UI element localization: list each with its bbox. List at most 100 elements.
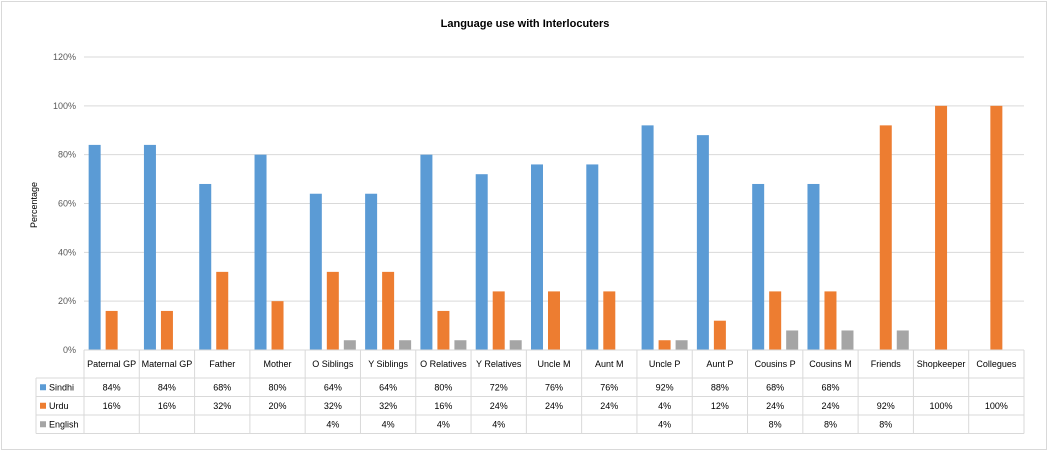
category-label: Y Relatives [476, 359, 522, 369]
legend-key-urdu [40, 402, 46, 409]
bar-urdu [548, 291, 560, 350]
data-label: 88% [711, 382, 729, 392]
bar-sindhi [475, 174, 488, 350]
category-label: Paternal GP [87, 359, 136, 369]
category-label: O Relatives [420, 359, 467, 369]
y-tick-label: 60% [58, 199, 76, 209]
bar-urdu [492, 291, 505, 350]
data-label: 4% [658, 419, 671, 429]
bar-sindhi [199, 183, 212, 350]
data-label: 24% [545, 401, 563, 411]
y-tick-label: 20% [58, 296, 76, 306]
legend-label: English [49, 419, 79, 429]
data-label: 76% [545, 382, 563, 392]
bar-english [786, 330, 799, 350]
data-label: 84% [103, 382, 121, 392]
category-label: Uncle P [649, 359, 681, 369]
data-label: 80% [269, 382, 287, 392]
bar-urdu [160, 310, 173, 350]
bar-sindhi [309, 193, 322, 350]
bar-urdu [603, 291, 616, 350]
data-label: 4% [326, 419, 339, 429]
y-axis-label: Percentage [29, 182, 39, 228]
category-label: Y Siblings [368, 359, 408, 369]
category-label: Aunt M [595, 359, 624, 369]
bar-english [454, 340, 467, 350]
bar-urdu [935, 105, 948, 350]
category-label: Maternal GP [142, 359, 193, 369]
y-tick-label: 120% [53, 52, 76, 62]
bar-english [343, 340, 356, 350]
category-label: Cousins M [809, 359, 852, 369]
legend-label: Sindhi [49, 382, 74, 392]
bar-english [896, 330, 909, 350]
bar-sindhi [365, 193, 378, 350]
data-label: 64% [379, 382, 397, 392]
data-label: 84% [158, 382, 176, 392]
bar-sindhi [531, 164, 543, 350]
data-label: 92% [656, 382, 674, 392]
data-label: 8% [824, 419, 837, 429]
bar-sindhi [696, 135, 709, 350]
category-label: Father [209, 359, 235, 369]
category-label: Cousins P [755, 359, 796, 369]
bar-urdu [326, 271, 339, 350]
bar-urdu [382, 271, 395, 350]
data-label: 24% [600, 401, 618, 411]
legend-label: Urdu [49, 401, 69, 411]
bar-urdu [658, 340, 671, 350]
bar-english [509, 340, 522, 350]
bar-sindhi [143, 144, 156, 350]
data-label: 100% [985, 401, 1008, 411]
bar-sindhi [420, 154, 433, 350]
y-tick-label: 100% [53, 101, 76, 111]
legend-key-sindhi [40, 384, 46, 391]
bar-english [399, 340, 412, 350]
data-label: 24% [766, 401, 784, 411]
data-label: 80% [434, 382, 452, 392]
data-label: 8% [879, 419, 892, 429]
bar-urdu [216, 271, 229, 350]
bar-sindhi [586, 164, 599, 350]
category-label: O Siblings [312, 359, 354, 369]
bar-sindhi [752, 183, 765, 350]
data-label: 24% [821, 401, 839, 411]
data-label: 32% [324, 401, 342, 411]
bar-sindhi [641, 125, 654, 350]
category-label: Uncle M [537, 359, 570, 369]
category-label: Mother [264, 359, 292, 369]
bar-english [841, 330, 854, 350]
bar-urdu [271, 301, 284, 350]
bar-urdu [713, 320, 726, 350]
bar-urdu [437, 310, 450, 350]
bar-urdu [824, 291, 837, 350]
data-label: 32% [379, 401, 397, 411]
bar-english [675, 340, 688, 350]
y-tick-label: 80% [58, 150, 76, 160]
data-label: 16% [103, 401, 121, 411]
data-label: 8% [769, 419, 782, 429]
data-label: 16% [158, 401, 176, 411]
category-label: Shopkeeper [917, 359, 966, 369]
data-label: 32% [213, 401, 231, 411]
y-tick-label: 40% [58, 247, 76, 257]
bar-urdu [769, 291, 782, 350]
data-label: 64% [324, 382, 342, 392]
bar-sindhi [88, 144, 101, 350]
bar-sindhi [807, 183, 820, 350]
category-label: Friends [871, 359, 902, 369]
data-label: 4% [492, 419, 505, 429]
data-label: 24% [490, 401, 508, 411]
data-label: 92% [877, 401, 895, 411]
data-label: 20% [269, 401, 287, 411]
bar-sindhi [254, 154, 267, 350]
data-label: 72% [490, 382, 508, 392]
bar-urdu [105, 310, 118, 350]
data-label: 100% [930, 401, 953, 411]
data-label: 4% [658, 401, 671, 411]
data-label: 12% [711, 401, 729, 411]
data-label: 4% [382, 419, 395, 429]
data-label: 68% [821, 382, 839, 392]
